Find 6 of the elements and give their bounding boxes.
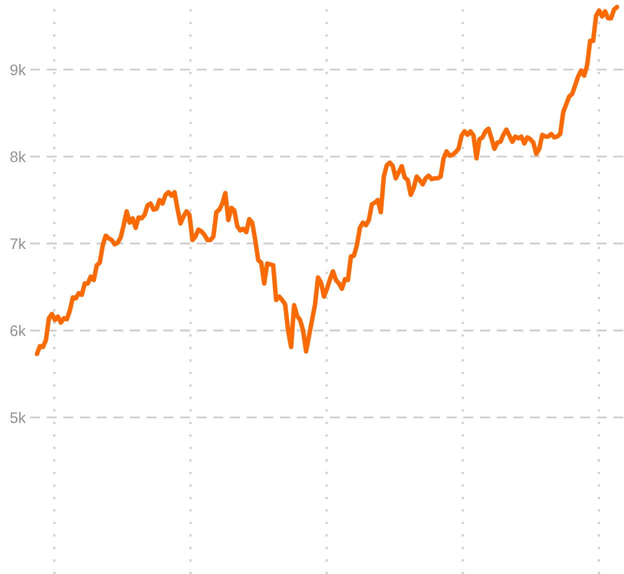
y-tick-label: 6k xyxy=(10,324,26,336)
y-tick-label: 8k xyxy=(10,151,26,162)
y-tick-label: 9k xyxy=(10,64,26,76)
line-series xyxy=(34,4,620,356)
y-tick-label: 7k xyxy=(10,238,26,250)
y-tick-label: 5k xyxy=(10,412,26,424)
